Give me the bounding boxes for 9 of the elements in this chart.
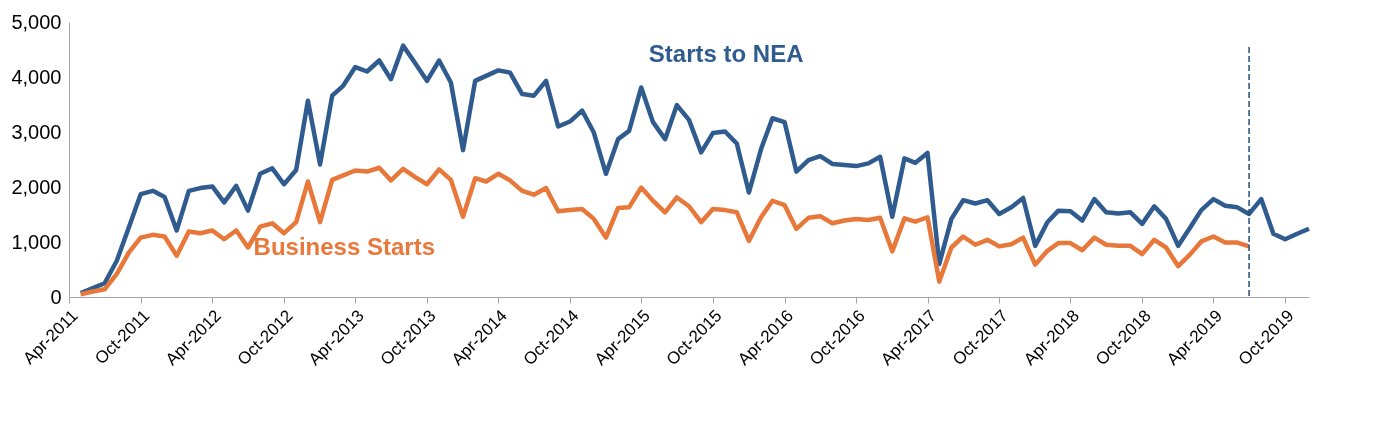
y-tick-label: 5,000 <box>11 10 62 33</box>
series-label: Business Starts <box>253 232 435 260</box>
y-tick-label: 0 <box>50 285 62 308</box>
y-tick-label: 1,000 <box>11 230 62 253</box>
y-tick-label: 2,000 <box>11 175 62 198</box>
y-tick-label: 3,000 <box>11 120 62 143</box>
series-label: Starts to NEA <box>648 40 804 67</box>
line-series <box>78 165 1252 297</box>
y-tick-label: 4,000 <box>11 65 62 88</box>
